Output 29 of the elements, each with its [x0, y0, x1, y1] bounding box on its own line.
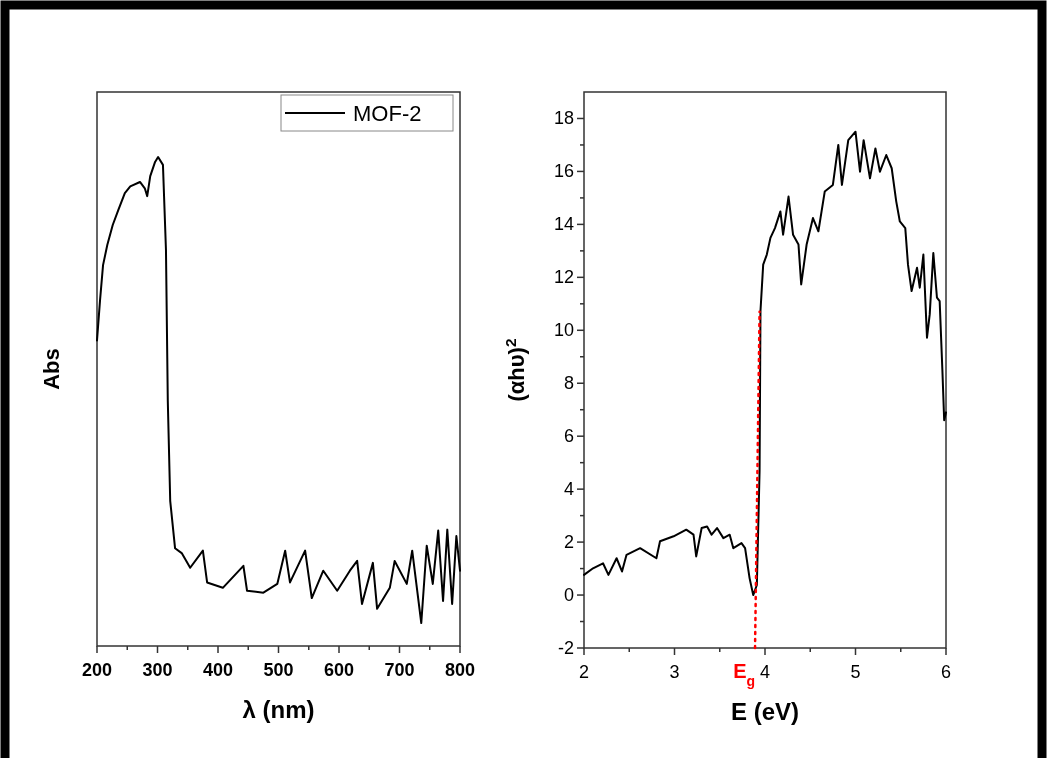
y-axis-title: Abs	[39, 348, 64, 390]
x-tick-label: 500	[263, 660, 294, 680]
x-tick-label: 4	[759, 662, 771, 682]
y-tick-label: 14	[553, 214, 574, 235]
x-tick-label: 5	[850, 662, 861, 682]
x-tick-label: 300	[142, 660, 173, 680]
y-tick-label: 2	[563, 532, 574, 553]
x-tick-label: 3	[669, 662, 680, 682]
x-tick-label: 600	[323, 660, 355, 680]
legend-label: MOF-2	[353, 101, 422, 126]
x-tick-label: 200	[81, 660, 113, 680]
x-tick-label: 800	[444, 660, 476, 680]
x-tick-label: 700	[384, 660, 415, 680]
line-series	[583, 130, 947, 597]
y-tick-label: 12	[553, 267, 574, 288]
x-axis-title: λ (nm)	[242, 696, 315, 723]
y-tick-label: -2	[557, 638, 574, 658]
x-tick-label: 2	[578, 662, 590, 682]
y-tick-label: 8	[563, 373, 574, 394]
x-tick-label: 6	[940, 662, 952, 682]
y-tick-label: 16	[553, 161, 574, 182]
x-axis-title: E (eV)	[730, 698, 800, 725]
x-tick-label: 400	[202, 660, 234, 680]
y-tick-label: 0	[563, 585, 574, 606]
y-tick-label: 10	[553, 320, 574, 341]
y-tick-label: 18	[553, 108, 574, 129]
y-tick-label: 4	[563, 479, 574, 500]
annotation: E$_{g}$	[733, 660, 756, 689]
y-tick-label: 6	[563, 426, 574, 447]
